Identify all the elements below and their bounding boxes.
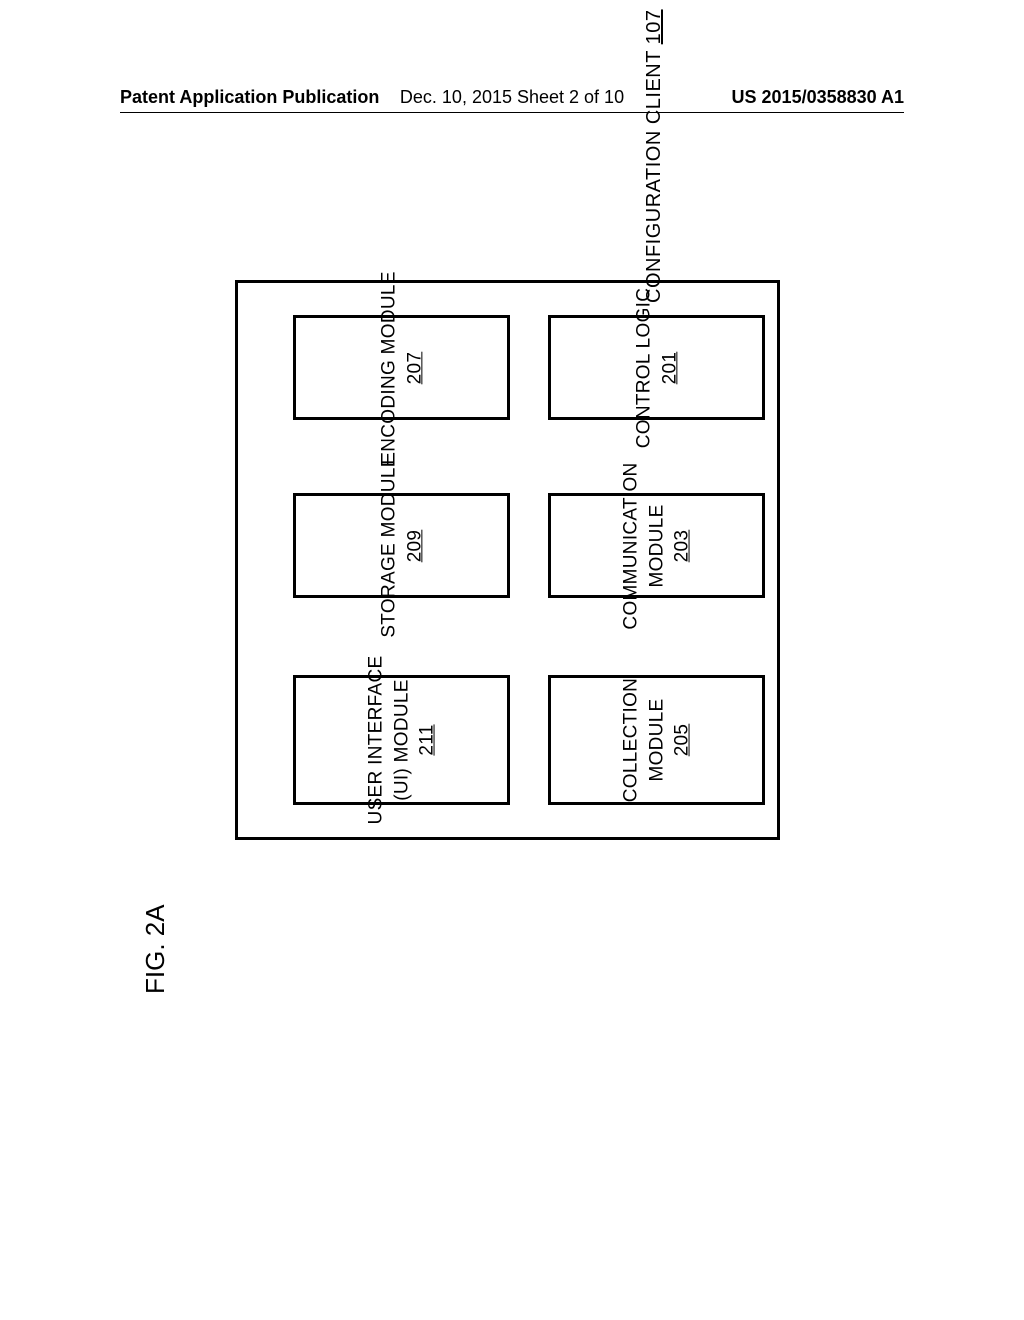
module-text: COLLECTION MODULE 205: [618, 678, 695, 802]
header-left: Patent Application Publication: [120, 87, 379, 108]
header-underline: [120, 112, 904, 113]
module-ref: 201: [659, 351, 680, 384]
configuration-client-box: CONFIGURATION CLIENT 107 ENCODING MODULE…: [235, 280, 780, 840]
module-text: CONTROL LOGIC 201: [631, 287, 682, 448]
module-line2: (UI) MODULE: [391, 679, 412, 801]
module-ref: 205: [671, 724, 692, 757]
module-ref: 203: [671, 529, 692, 562]
module-line2: MODULE: [646, 504, 667, 587]
ui-module-box: USER INTERFACE (UI) MODULE 211: [293, 675, 510, 805]
module-text: USER INTERFACE (UI) MODULE 211: [363, 656, 440, 825]
container-ref: 107: [643, 9, 665, 44]
figure-label: FIG. 2A: [140, 904, 171, 994]
module-text: ENCODING MODULE 207: [376, 271, 427, 464]
storage-module-box: STORAGE MODULE 209: [293, 493, 510, 598]
module-ref: 209: [404, 529, 425, 562]
page-header: Patent Application Publication Dec. 10, …: [0, 87, 1024, 108]
module-text: COMMUNICATION MODULE 203: [618, 462, 695, 629]
container-title-text: CONFIGURATION CLIENT: [643, 50, 665, 303]
module-line1: USER INTERFACE: [365, 656, 386, 825]
header-right: US 2015/0358830 A1: [732, 87, 904, 108]
module-line1: STORAGE MODULE: [378, 454, 399, 637]
control-logic-box: CONTROL LOGIC 201: [548, 315, 765, 420]
module-line1: COMMUNICATION: [620, 462, 641, 629]
module-ref: 207: [404, 351, 425, 384]
collection-module-box: COLLECTION MODULE 205: [548, 675, 765, 805]
container-title: CONFIGURATION CLIENT 107: [643, 9, 666, 303]
module-ref: 211: [416, 724, 437, 755]
encoding-module-box: ENCODING MODULE 207: [293, 315, 510, 420]
module-line1: COLLECTION: [620, 678, 641, 802]
module-line1: CONTROL LOGIC: [633, 287, 654, 448]
module-line2: MODULE: [646, 698, 667, 781]
header-center: Dec. 10, 2015 Sheet 2 of 10: [400, 87, 624, 108]
module-line1: ENCODING MODULE: [378, 271, 399, 464]
module-text: STORAGE MODULE 209: [376, 454, 427, 637]
communication-module-box: COMMUNICATION MODULE 203: [548, 493, 765, 598]
